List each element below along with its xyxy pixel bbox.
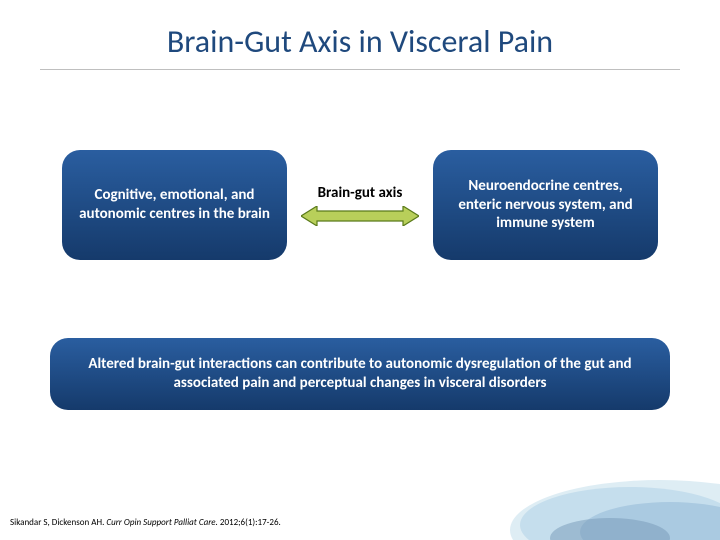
- connector: Brain-gut axis: [301, 184, 419, 226]
- brain-centres-box: Cognitive, emotional, and autonomic cent…: [62, 150, 287, 260]
- connector-label: Brain-gut axis: [318, 184, 403, 202]
- slide-title: Brain-Gut Axis in Visceral Pain: [40, 0, 680, 70]
- gut-systems-box: Neuroendocrine centres, enteric nervous …: [433, 150, 658, 260]
- citation-journal: Curr Opin Support Palliat Care.: [106, 517, 217, 528]
- citation-authors: Sikandar S, Dickenson AH.: [10, 517, 104, 528]
- double-arrow-icon: [301, 206, 419, 226]
- citation: Sikandar S, Dickenson AH. Curr Opin Supp…: [10, 517, 281, 528]
- summary-box: Altered brain-gut interactions can contr…: [50, 338, 670, 410]
- slide: Brain-Gut Axis in Visceral Pain Cognitiv…: [0, 0, 720, 540]
- citation-rest: 2012;6(1):17-26.: [218, 517, 281, 528]
- watercolor-decor: [460, 420, 720, 540]
- diagram-row: Cognitive, emotional, and autonomic cent…: [0, 150, 720, 260]
